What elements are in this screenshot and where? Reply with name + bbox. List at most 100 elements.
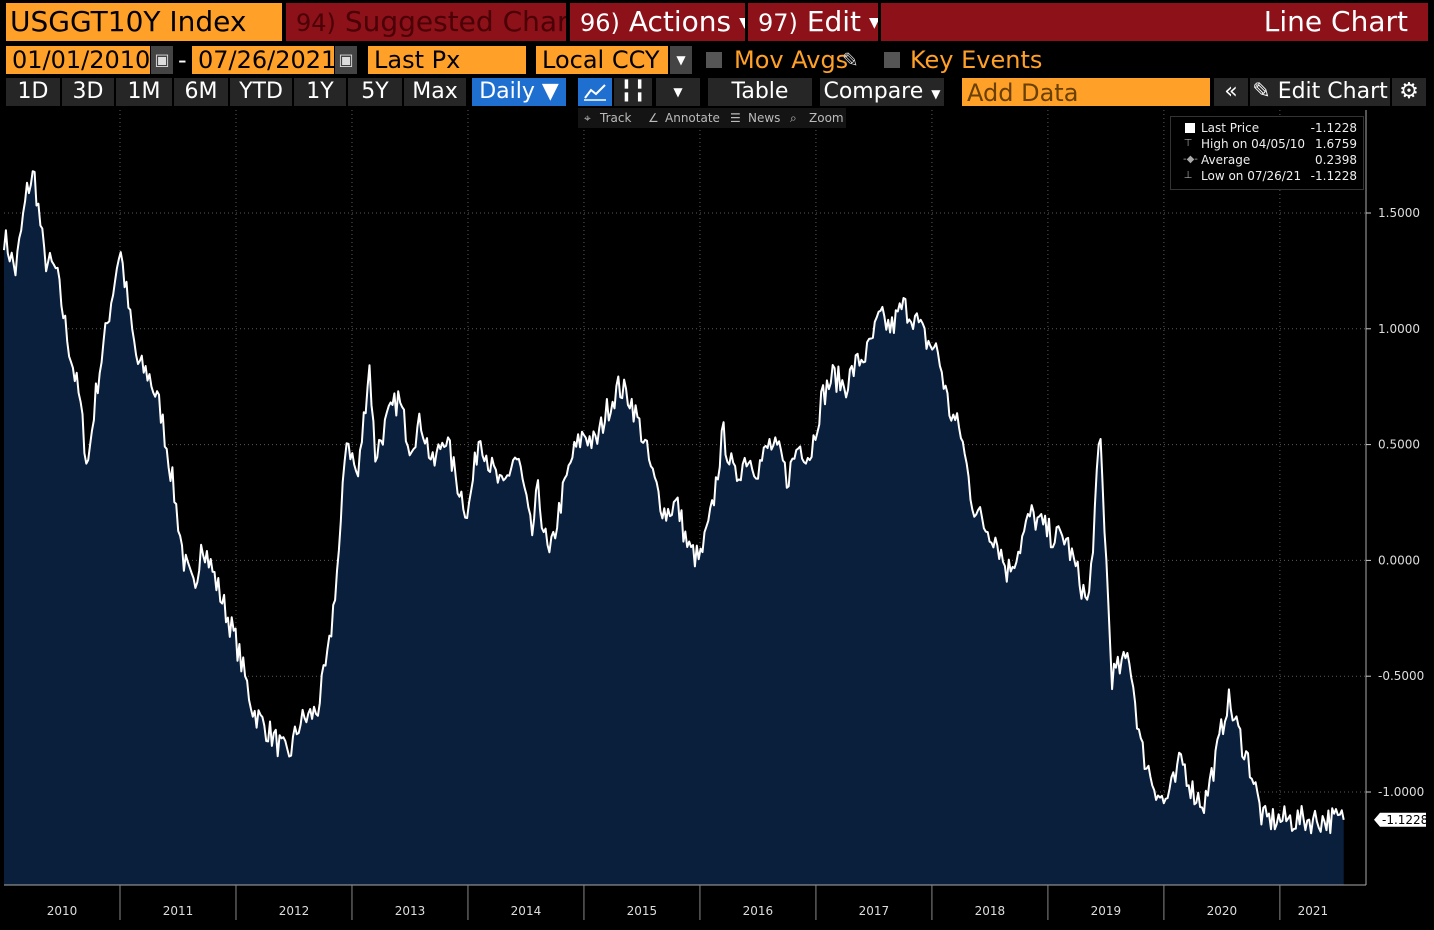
add-data-input[interactable]: Add Data: [962, 78, 1210, 107]
zoom-tool[interactable]: Zoom: [809, 111, 844, 125]
actions-menu-button[interactable]: 96) Actions ▼: [570, 3, 745, 41]
period-6m-button[interactable]: 6M: [174, 78, 228, 106]
x-tick-label: 2015: [627, 904, 658, 918]
average-marker-icon: -◆-: [1183, 154, 1198, 165]
x-tick-label: 2014: [511, 904, 542, 918]
edit-chart-button[interactable]: ✎ Edit Chart: [1250, 78, 1390, 106]
actions-number: 96): [580, 9, 620, 37]
period-1d-button[interactable]: 1D: [6, 78, 60, 106]
legend-last-price: Last Price -1.1228: [1175, 120, 1359, 136]
zoom-icon: ⌕: [790, 111, 797, 125]
legend-label: Last Price: [1201, 121, 1260, 135]
y-tick-label: 0.0000: [1378, 553, 1420, 567]
x-tick-label: 2017: [859, 904, 890, 918]
edit-number: 97): [758, 9, 798, 37]
y-tick-label: 1.5000: [1378, 206, 1420, 220]
x-tick-label: 2016: [743, 904, 774, 918]
high-marker-icon: ⊤: [1183, 138, 1193, 149]
mov-avgs-checkbox[interactable]: [706, 52, 722, 68]
low-marker-icon: ⊥: [1183, 170, 1193, 181]
edit-menu-button[interactable]: 97) Edit ▼: [748, 3, 878, 41]
y-tick-label: 1.0000: [1378, 322, 1420, 336]
annotate-tool[interactable]: Annotate: [665, 111, 720, 125]
x-tick-label: 2018: [975, 904, 1006, 918]
chevron-down-icon[interactable]: ▼: [670, 46, 692, 74]
start-date-field[interactable]: 01/01/2010: [6, 46, 150, 74]
y-tick-label: -1.0000: [1378, 785, 1424, 799]
table-button[interactable]: Table: [708, 78, 812, 106]
pencil-icon: ✎: [1252, 79, 1271, 104]
key-events-label: Key Events: [910, 46, 1043, 74]
suggested-charts-number: 94): [296, 9, 336, 37]
annotate-icon: ∠: [648, 111, 659, 125]
key-events-checkbox[interactable]: [884, 52, 900, 68]
date-separator: -: [178, 46, 187, 74]
legend-low: ⊥ Low on 07/26/21 -1.1228: [1175, 168, 1359, 184]
chevron-down-icon[interactable]: ▼: [656, 78, 700, 106]
period-max-button[interactable]: Max: [404, 78, 466, 106]
currency-selector[interactable]: Local CCY: [536, 46, 668, 74]
track-tool[interactable]: Track: [600, 111, 632, 125]
x-tick-label: 2013: [395, 904, 426, 918]
edit-label: Edit: [806, 5, 862, 38]
series-line: [3, 170, 1345, 835]
legend-high: ⊤ High on 04/05/10 1.6759: [1175, 136, 1359, 152]
actions-label: Actions: [628, 5, 732, 38]
legend-value: 0.2398: [1315, 153, 1357, 167]
header-bar: USGGT10Y Index 94) Suggested Charts 96) …: [0, 0, 1434, 44]
x-tick-label: 2019: [1091, 904, 1122, 918]
series-area: [4, 171, 1344, 885]
end-date-field[interactable]: 07/26/2021: [192, 46, 334, 74]
collapse-double-chevron-icon[interactable]: «: [1214, 78, 1248, 106]
gear-icon[interactable]: ⚙: [1392, 78, 1426, 106]
legend-average: -◆- Average 0.2398: [1175, 152, 1359, 168]
compare-button[interactable]: Compare ▼: [820, 78, 944, 106]
bar-ohlc-icon[interactable]: ╏╏: [614, 78, 652, 106]
chevron-down-icon: ▼: [869, 15, 878, 31]
legend-value: -1.1228: [1310, 169, 1357, 183]
chart-legend: Last Price -1.1228 ⊤ High on 04/05/10 1.…: [1170, 116, 1364, 190]
chart-type-title: Line Chart: [881, 3, 1428, 41]
x-tick-label: 2011: [163, 904, 194, 918]
suggested-charts-label: Suggested Charts: [344, 5, 566, 38]
legend-value: 1.6759: [1315, 137, 1357, 151]
news-icon: ☰: [730, 111, 741, 125]
pencil-icon[interactable]: ✎: [842, 48, 859, 72]
legend-label: Average: [1201, 153, 1251, 167]
period-ytd-button[interactable]: YTD: [230, 78, 292, 106]
period-1m-button[interactable]: 1M: [116, 78, 172, 106]
series-swatch: [1185, 123, 1195, 133]
x-tick-label: 2021: [1298, 904, 1329, 918]
period-5y-button[interactable]: 5Y: [348, 78, 402, 106]
calendar-icon[interactable]: ▣: [151, 46, 173, 74]
y-tick-label: -0.5000: [1378, 669, 1424, 683]
chart-tools-strip: ⌖ Track ∠ Annotate ☰ News ⌕ Zoom: [578, 108, 846, 128]
compare-label: Compare: [823, 79, 924, 104]
period-3d-button[interactable]: 3D: [62, 78, 114, 106]
legend-label: Low on 07/26/21: [1201, 169, 1302, 183]
news-tool[interactable]: News: [748, 111, 781, 125]
frequency-selector[interactable]: Daily ▼: [472, 78, 566, 106]
x-tick-label: 2012: [279, 904, 310, 918]
crosshair-icon: ⌖: [584, 111, 591, 125]
x-tick-label: 2010: [47, 904, 78, 918]
y-tick-label: 0.5000: [1378, 438, 1420, 452]
settings-bar: 01/01/2010 ▣ - 07/26/2021 ▣ Last Px Loca…: [0, 44, 1434, 76]
line-chart-icon-graphic: [584, 84, 606, 101]
chevron-down-icon: ▼: [931, 87, 941, 101]
legend-label: High on 04/05/10: [1201, 137, 1306, 151]
x-tick-label: 2020: [1207, 904, 1238, 918]
legend-value: -1.1228: [1310, 121, 1357, 135]
suggested-charts-button[interactable]: 94) Suggested Charts: [286, 3, 566, 41]
edit-chart-label: Edit Chart: [1277, 79, 1388, 104]
period-1y-button[interactable]: 1Y: [294, 78, 346, 106]
calendar-icon[interactable]: ▣: [335, 46, 357, 74]
last-value-marker: [1374, 812, 1426, 827]
chevron-down-icon: ▼: [739, 15, 745, 31]
period-toolbar: 1D 3D 1M 6M YTD 1Y 5Y Max Daily ▼ ╏╏ ▼ T…: [0, 76, 1434, 108]
line-chart-icon[interactable]: [578, 78, 612, 106]
mov-avgs-label: Mov Avgs: [734, 46, 849, 74]
ticker-field[interactable]: USGGT10Y Index: [6, 3, 282, 41]
field-selector[interactable]: Last Px: [368, 46, 526, 74]
